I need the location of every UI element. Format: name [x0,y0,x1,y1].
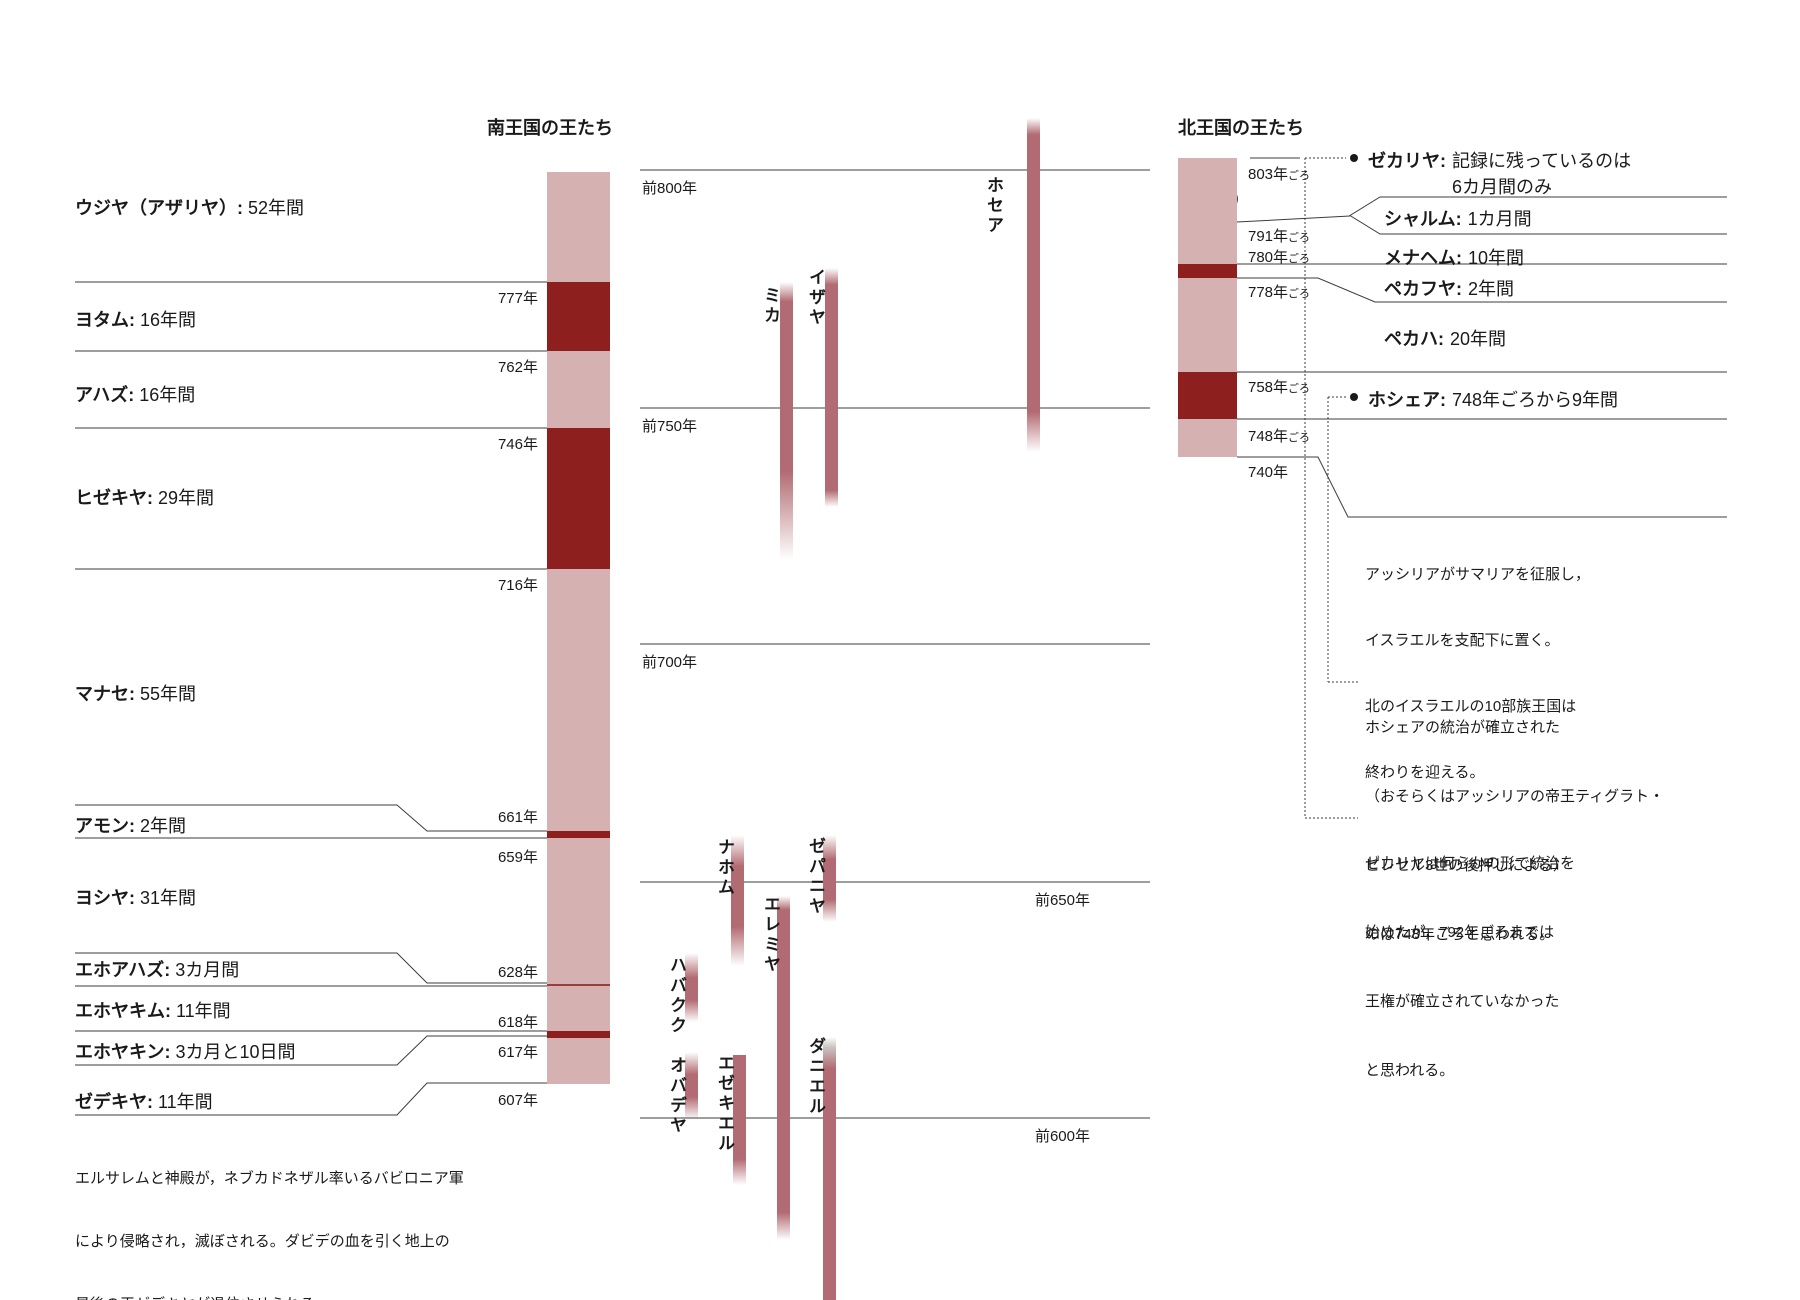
reign-segment-amon [547,831,610,838]
prophet-bar-habakkuk [685,953,698,1022]
prophet-label-zephaniah: ゼパニヤ [806,837,825,917]
reign-segment-hoshea-unconfirmed [1178,372,1237,419]
year-label-661: 661年 [497,809,538,826]
year-label-746: 746年 [497,436,538,453]
prophet-label-obadiah: オバデヤ [667,1056,686,1136]
callout-zechariah-text: 記録に残っているのは 6カ月間のみ [1452,151,1632,197]
reign-segment-jehoiachin [547,1031,610,1038]
year-label-762: 762年 [497,359,538,376]
timeline-label-600: 前600年 [1034,1128,1090,1145]
north-reign-bar [1178,158,1237,457]
callout-bullets [1350,154,1358,401]
prophet-bar-obadiah [685,1052,698,1120]
year-label-791: 791年ごろ [1248,228,1311,245]
timeline-label-800: 前800年 [642,180,698,197]
king-label-amon: アモン: 2年間 [75,816,187,836]
king-label-ahaz: アハズ: 16年間 [75,385,196,405]
reign-segment-zedekiah [547,1038,610,1084]
year-label-716: 716年 [497,577,538,594]
prophet-bar-zephaniah [823,835,836,922]
year-label-780: 780年ごろ [1248,249,1311,266]
prophet-label-hosea: ホセア [984,176,1003,236]
prophet-bar-hosea [1027,118,1040,452]
note-zechariah-rule: ゼカリヤは何らかの形で統治を 始めたが，792年ごろまでは 王権が確立されていな… [1365,855,1576,1079]
king-label-manasseh: マナセ: 55年間 [75,684,197,704]
prophet-label-ezekiel: エゼキエル [715,1054,734,1154]
reign-segment-josiah [547,838,610,984]
year-label-618: 618年 [497,1014,538,1031]
callout-pekah: ペカハ: 20年間 [1384,329,1507,349]
king-label-jehoiakim: エホヤキム: 11年間 [75,1001,231,1021]
south-reign-bar [547,172,610,1084]
reign-segment-pekah [1178,278,1237,372]
zechariah-bullet-icon [1350,154,1358,162]
reign-segment-jehoiakim [547,986,610,1031]
south-title-line1: 南王国の王たち [487,118,613,138]
year-label-659: 659年 [497,849,538,866]
year-label-607: 607年 [497,1092,538,1109]
callout-zechariah: ゼカリヤ: 記録に残っているのは 6カ月間のみ [1368,147,1631,199]
year-label-778: 778年ごろ [1248,284,1311,301]
reign-segment-jehoahaz [547,984,610,986]
south-king-jog-lines [75,804,547,1116]
king-label-zedekiah: ゼデキヤ: 11年間 [75,1092,213,1112]
timeline-label-700: 前700年 [642,654,698,671]
king-label-uzziah: ウジヤ（アザリヤ）: 52年間 [75,198,305,218]
reign-segment-ahaz [547,351,610,428]
king-label-jehoahaz: エホアハズ: 3カ月間 [75,960,240,980]
timeline-label-650: 前650年 [1034,892,1090,909]
callout-hoshea: ホシェア: 748年ごろから9年間 [1368,390,1619,410]
reign-segment-uzziah [547,172,610,282]
callout-pekahiah: ペカフヤ: 2年間 [1384,279,1515,299]
reign-segment-hoshea [1178,419,1237,457]
king-label-jehoiachin: エホヤキン: 3カ月と10日間 [75,1042,296,1062]
note-hoshea-rule: ホシェアの統治が確立された （おそらくはアッシリアの帝王ティグラト・ ピレセル3… [1365,719,1665,943]
prophet-label-isaiah: イザヤ [806,268,825,328]
year-label-740: 740年 [1248,464,1289,481]
prophet-bar-micah [780,282,793,560]
prophet-bar-ezekiel [733,1055,746,1185]
reign-segment-manasseh [547,569,610,831]
north-title-line1: 北王国の王たち [1178,118,1304,138]
jerusalem-destruction-footnote: エルサレムと神殿が，ネブカドネザル率いるバビロニア軍 により侵略され，滅ぼされる… [75,1170,464,1300]
prophet-bar-isaiah [825,268,838,507]
reign-segment-zechariah-menahem [1178,158,1237,264]
king-label-josiah: ヨシヤ: 31年間 [75,888,197,908]
callout-shallum: シャルム: 1カ月間 [1384,209,1532,229]
prophet-label-jeremiah: エレミヤ [761,895,780,975]
dotted-leader-lines [1304,157,1358,819]
reign-segment-pekahiah [1178,264,1237,278]
year-label-777: 777年 [497,290,538,307]
prophet-bar-daniel [823,1037,836,1300]
reign-segment-jotham [547,282,610,351]
year-label-628: 628年 [497,964,538,981]
prophet-bar-jeremiah [777,896,790,1240]
prophet-label-micah: ミカ [761,286,780,326]
year-label-748: 748年ごろ [1248,428,1311,445]
reign-segment-hezekiah [547,428,610,569]
prophet-label-habakkuk: ハバクク [667,956,686,1036]
prophet-label-nahum: ナホム [715,838,734,898]
south-king-lines [75,281,547,1032]
note-assyria-conquest: アッシリアがサマリアを征服し， イスラエルを支配下に置く。 北のイスラエルの10… [1365,566,1591,781]
year-label-803: 803年ごろ [1248,166,1311,183]
year-label-617: 617年 [497,1044,538,1061]
king-label-hezekiah: ヒゼキヤ: 29年間 [75,488,215,508]
year-label-758: 758年ごろ [1248,379,1311,396]
prophet-label-daniel: ダニエル [806,1037,825,1117]
king-label-jotham: ヨタム: 16年間 [75,310,197,330]
timeline-label-750: 前750年 [642,418,698,435]
timeline-century-lines [640,169,1150,1119]
prophet-bar-nahum [731,835,744,966]
hoshea-bullet-icon [1350,393,1358,401]
callout-menahem: メナヘム: 10年間 [1384,248,1525,268]
